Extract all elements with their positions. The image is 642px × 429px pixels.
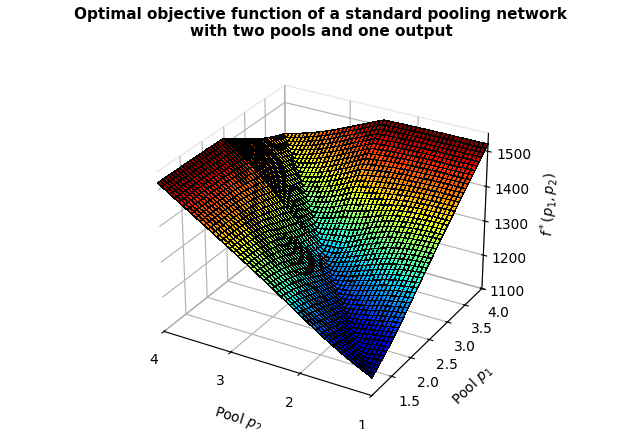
Title: Optimal objective function of a standard pooling network
with two pools and one : Optimal objective function of a standard… <box>74 7 568 39</box>
Y-axis label: Pool $p_1$: Pool $p_1$ <box>449 361 497 408</box>
X-axis label: Pool $p_2$: Pool $p_2$ <box>213 403 265 429</box>
